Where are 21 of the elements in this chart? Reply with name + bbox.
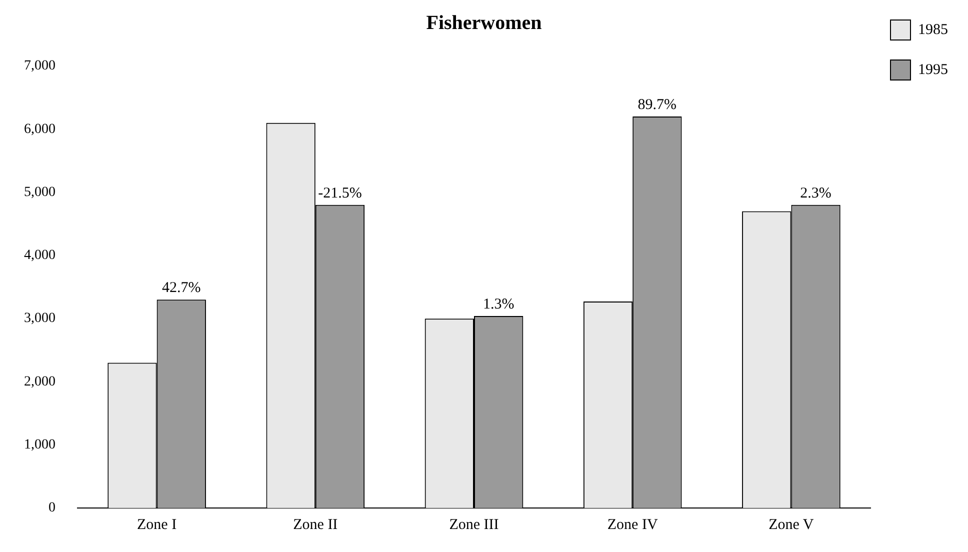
chart-title: Fisherwomen [426, 12, 542, 34]
y-tick-label: 2,000 [24, 374, 56, 390]
x-tick-label: Zone IV [607, 516, 658, 533]
x-tick-label: Zone III [449, 516, 499, 533]
y-tick-label: 6,000 [24, 122, 56, 137]
annotation: 42.7% [162, 280, 201, 296]
x-tick-label: Zone V [768, 516, 814, 533]
y-tick-label: 3,000 [24, 311, 56, 326]
y-tick-label: 5,000 [24, 184, 56, 200]
x-tick-label: Zone I [137, 516, 177, 533]
legend-label: 1985 [918, 22, 948, 38]
annotation: 1.3% [482, 296, 514, 312]
annotation: 2.3% [800, 185, 832, 202]
x-tick-label: Zone II [293, 516, 338, 533]
y-tick-label: 7,000 [24, 58, 56, 74]
y-tick-label: 4,000 [24, 248, 56, 264]
y-tick-label: 1,000 [24, 438, 56, 453]
annotation: -21.5% [318, 185, 362, 202]
legend-label: 1995 [918, 62, 948, 78]
annotation: 89.7% [638, 96, 677, 113]
y-tick-label: 0 [48, 500, 56, 516]
